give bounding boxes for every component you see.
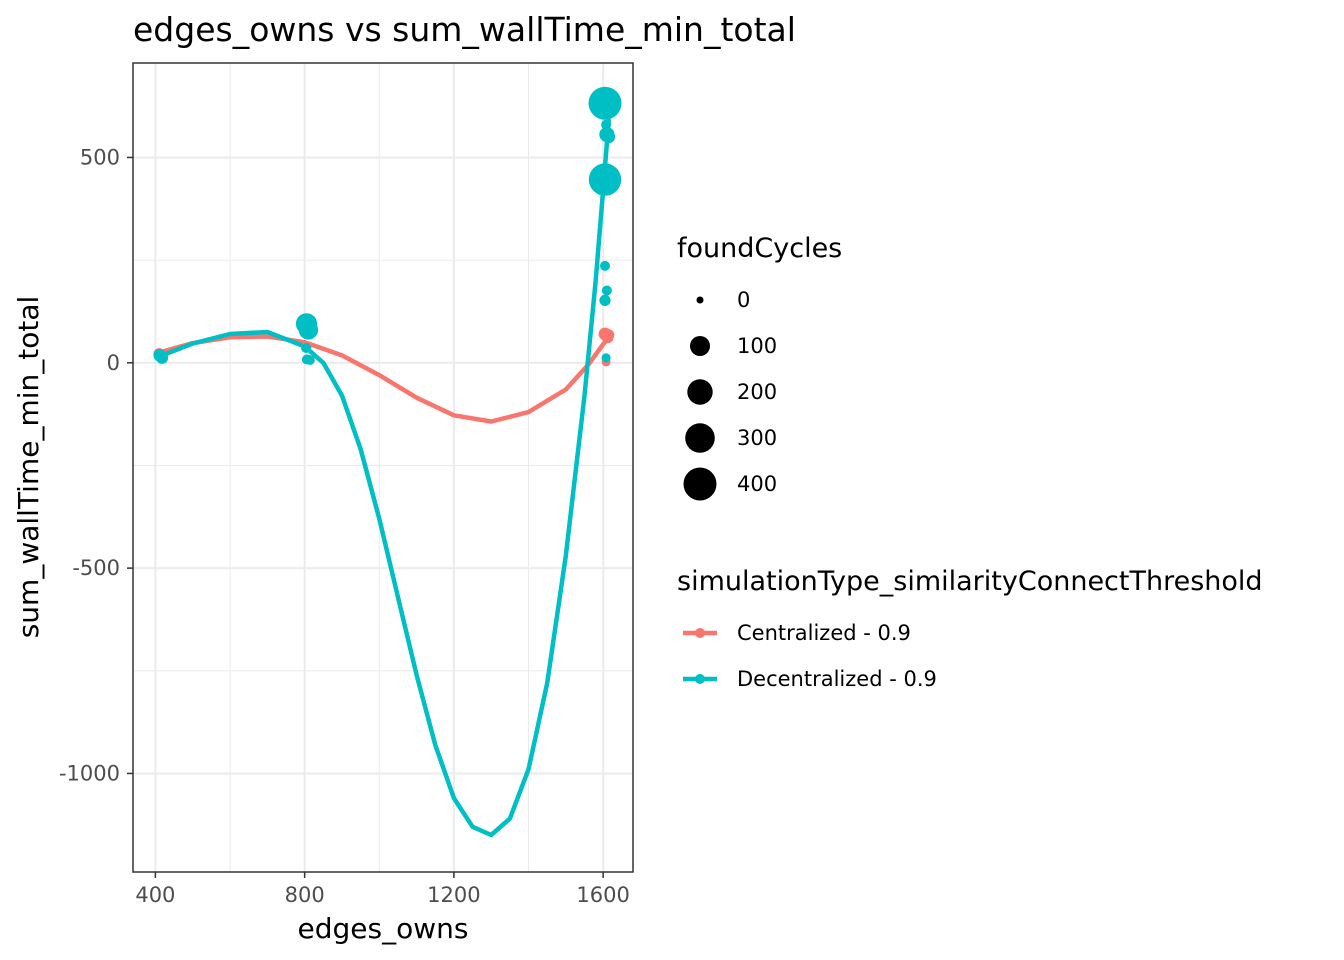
smooth-line [156, 118, 611, 838]
data-point [301, 343, 312, 353]
x-tick-label: 400 [135, 883, 175, 907]
color-legend-dot [695, 628, 705, 638]
data-point [588, 86, 622, 120]
data-points [153, 86, 622, 367]
size-legend: foundCycles 0 100 200 300 400 [677, 233, 842, 501]
data-point [601, 353, 611, 363]
x-tick-label: 1600 [576, 883, 629, 907]
data-point [599, 294, 611, 306]
x-tick-label: 800 [285, 883, 325, 907]
color-legend-label: Centralized - 0.9 [737, 621, 911, 645]
y-tick-label: -1000 [59, 761, 120, 785]
color-legend-title: simulationType_similarityConnectThreshol… [677, 566, 1263, 597]
size-legend-key [687, 379, 713, 405]
size-legend-key [696, 296, 704, 304]
size-legend-key [690, 336, 710, 356]
color-legend-keys: Centralized - 0.9 Decentralized - 0.9 [683, 621, 937, 691]
grid-minor [133, 63, 633, 872]
color-legend-label: Decentralized - 0.9 [737, 667, 937, 691]
size-legend-label: 0 [737, 288, 750, 312]
grid-major [133, 63, 633, 872]
y-axis-title: sum_wallTime_min_total [12, 296, 45, 639]
size-legend-label: 300 [737, 426, 777, 450]
y-tick-label: -500 [72, 556, 120, 580]
y-axis-ticks: -1000 -500 0 500 [59, 145, 133, 785]
data-point [600, 260, 610, 271]
color-legend: simulationType_similarityConnectThreshol… [677, 566, 1263, 691]
data-point [298, 320, 319, 340]
data-point [601, 285, 612, 296]
smooth-lines [156, 118, 611, 838]
x-axis-title: edges_owns [298, 912, 469, 945]
size-legend-key [683, 467, 717, 501]
y-tick-label: 500 [80, 145, 120, 169]
size-legend-label: 100 [737, 334, 777, 358]
size-legend-keys: 0 100 200 300 400 [683, 288, 777, 501]
smooth-line [156, 334, 611, 424]
data-point [603, 329, 615, 341]
data-point [588, 163, 622, 196]
plot-panel [133, 63, 633, 872]
size-legend-label: 400 [737, 472, 777, 496]
data-point [156, 351, 169, 364]
data-point [602, 130, 616, 144]
size-legend-title: foundCycles [677, 233, 842, 264]
size-legend-key [685, 423, 715, 453]
y-tick-label: 0 [107, 351, 120, 375]
plot-border [132, 62, 634, 873]
chart-title: edges_owns vs sum_wallTime_min_total [133, 10, 796, 49]
color-legend-dot [695, 674, 705, 684]
data-point [305, 355, 315, 365]
size-legend-label: 200 [737, 380, 777, 404]
x-axis-ticks: 400 800 1200 1600 [135, 872, 630, 907]
x-tick-label: 1200 [427, 883, 480, 907]
